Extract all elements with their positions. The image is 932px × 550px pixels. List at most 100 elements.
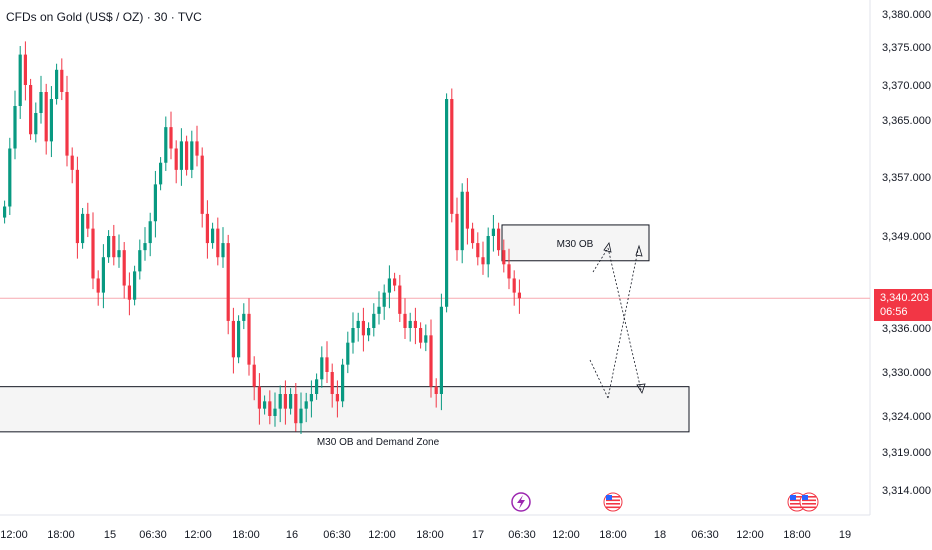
- candle[interactable]: [403, 313, 407, 328]
- candle[interactable]: [164, 127, 168, 163]
- candle[interactable]: [39, 92, 43, 113]
- demand-zone[interactable]: [0, 386, 690, 433]
- candle[interactable]: [382, 292, 386, 307]
- candle[interactable]: [341, 364, 345, 402]
- candle[interactable]: [460, 191, 464, 251]
- candle[interactable]: [481, 257, 485, 265]
- candle[interactable]: [34, 113, 38, 135]
- candle[interactable]: [377, 306, 381, 314]
- candle[interactable]: [133, 271, 137, 300]
- candle[interactable]: [211, 228, 215, 244]
- candle[interactable]: [263, 401, 267, 409]
- candle[interactable]: [465, 191, 469, 229]
- candle[interactable]: [55, 69, 59, 99]
- candle[interactable]: [60, 69, 64, 92]
- candle[interactable]: [159, 162, 163, 185]
- candle[interactable]: [174, 148, 178, 170]
- candle[interactable]: [117, 250, 121, 258]
- candle[interactable]: [325, 357, 329, 372]
- candle[interactable]: [49, 99, 53, 142]
- candle[interactable]: [23, 54, 27, 85]
- candle[interactable]: [450, 99, 454, 214]
- candle[interactable]: [320, 357, 324, 380]
- candle[interactable]: [86, 213, 90, 229]
- candle[interactable]: [268, 401, 272, 416]
- candle[interactable]: [3, 206, 7, 218]
- m30-ob-zone[interactable]: [501, 224, 650, 262]
- candle[interactable]: [413, 320, 417, 328]
- candle[interactable]: [372, 313, 376, 328]
- candle[interactable]: [408, 320, 412, 328]
- candle[interactable]: [242, 313, 246, 321]
- candle[interactable]: [8, 148, 12, 207]
- candle[interactable]: [226, 243, 230, 321]
- candle[interactable]: [81, 213, 85, 244]
- candle[interactable]: [273, 408, 277, 416]
- candle[interactable]: [138, 250, 142, 272]
- candle[interactable]: [143, 243, 147, 251]
- candle[interactable]: [148, 221, 152, 244]
- candle[interactable]: [237, 320, 241, 358]
- candle[interactable]: [205, 213, 209, 244]
- candle[interactable]: [512, 278, 516, 293]
- candle[interactable]: [367, 328, 371, 336]
- candle[interactable]: [29, 85, 33, 135]
- candle[interactable]: [91, 228, 95, 279]
- candle[interactable]: [429, 335, 433, 387]
- candle[interactable]: [247, 313, 251, 365]
- candle[interactable]: [185, 141, 189, 170]
- candle[interactable]: [398, 285, 402, 314]
- candle[interactable]: [361, 320, 365, 336]
- candle[interactable]: [315, 379, 319, 394]
- candle[interactable]: [351, 328, 355, 343]
- candle[interactable]: [424, 335, 428, 343]
- candle[interactable]: [13, 106, 17, 149]
- candle[interactable]: [346, 342, 350, 365]
- candle[interactable]: [65, 92, 69, 156]
- candle[interactable]: [190, 141, 194, 170]
- candle[interactable]: [330, 372, 334, 394]
- candle[interactable]: [107, 236, 111, 258]
- candle[interactable]: [419, 328, 423, 343]
- candle[interactable]: [221, 243, 225, 258]
- candle[interactable]: [278, 394, 282, 409]
- candle[interactable]: [257, 386, 261, 409]
- candle[interactable]: [304, 401, 308, 409]
- candle[interactable]: [309, 394, 313, 402]
- candle[interactable]: [294, 394, 298, 424]
- candle[interactable]: [299, 408, 303, 424]
- candle[interactable]: [252, 364, 256, 387]
- candle[interactable]: [169, 127, 173, 149]
- candle[interactable]: [517, 292, 521, 299]
- candle[interactable]: [18, 54, 22, 106]
- candle[interactable]: [231, 320, 235, 358]
- candle[interactable]: [179, 141, 183, 170]
- candle[interactable]: [200, 155, 204, 214]
- candle[interactable]: [283, 394, 287, 409]
- candle[interactable]: [335, 394, 339, 402]
- candle[interactable]: [96, 278, 100, 293]
- candle[interactable]: [75, 169, 79, 244]
- candle[interactable]: [122, 250, 126, 286]
- candle[interactable]: [195, 141, 199, 156]
- candle[interactable]: [476, 243, 480, 258]
- candle[interactable]: [471, 228, 475, 244]
- candle[interactable]: [393, 278, 397, 286]
- candle[interactable]: [491, 228, 495, 236]
- candle[interactable]: [455, 213, 459, 251]
- candle[interactable]: [101, 257, 105, 293]
- candle[interactable]: [497, 228, 501, 251]
- candle[interactable]: [127, 285, 131, 300]
- candle[interactable]: [356, 320, 360, 328]
- candle[interactable]: [387, 278, 391, 293]
- candle[interactable]: [486, 236, 490, 265]
- candle[interactable]: [70, 155, 74, 170]
- candle[interactable]: [112, 236, 116, 258]
- candle[interactable]: [439, 306, 443, 394]
- candle[interactable]: [153, 184, 157, 222]
- candle[interactable]: [289, 394, 293, 409]
- candle[interactable]: [44, 92, 48, 142]
- candle[interactable]: [434, 386, 438, 394]
- candle[interactable]: [502, 250, 506, 265]
